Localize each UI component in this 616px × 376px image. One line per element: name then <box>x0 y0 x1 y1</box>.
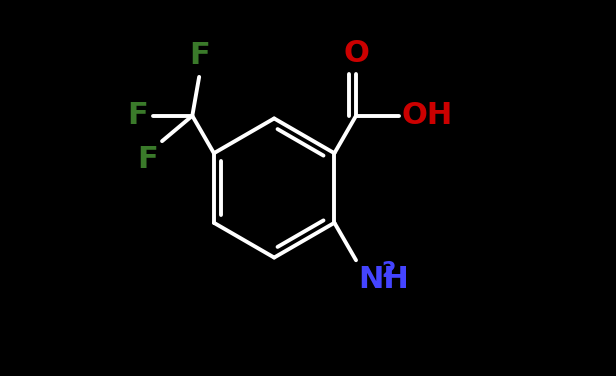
Text: F: F <box>188 41 209 70</box>
Text: F: F <box>137 145 158 174</box>
Text: O: O <box>343 39 369 68</box>
Text: OH: OH <box>401 101 452 130</box>
Text: F: F <box>128 101 148 130</box>
Text: NH: NH <box>358 265 408 294</box>
Text: 2: 2 <box>381 261 396 281</box>
